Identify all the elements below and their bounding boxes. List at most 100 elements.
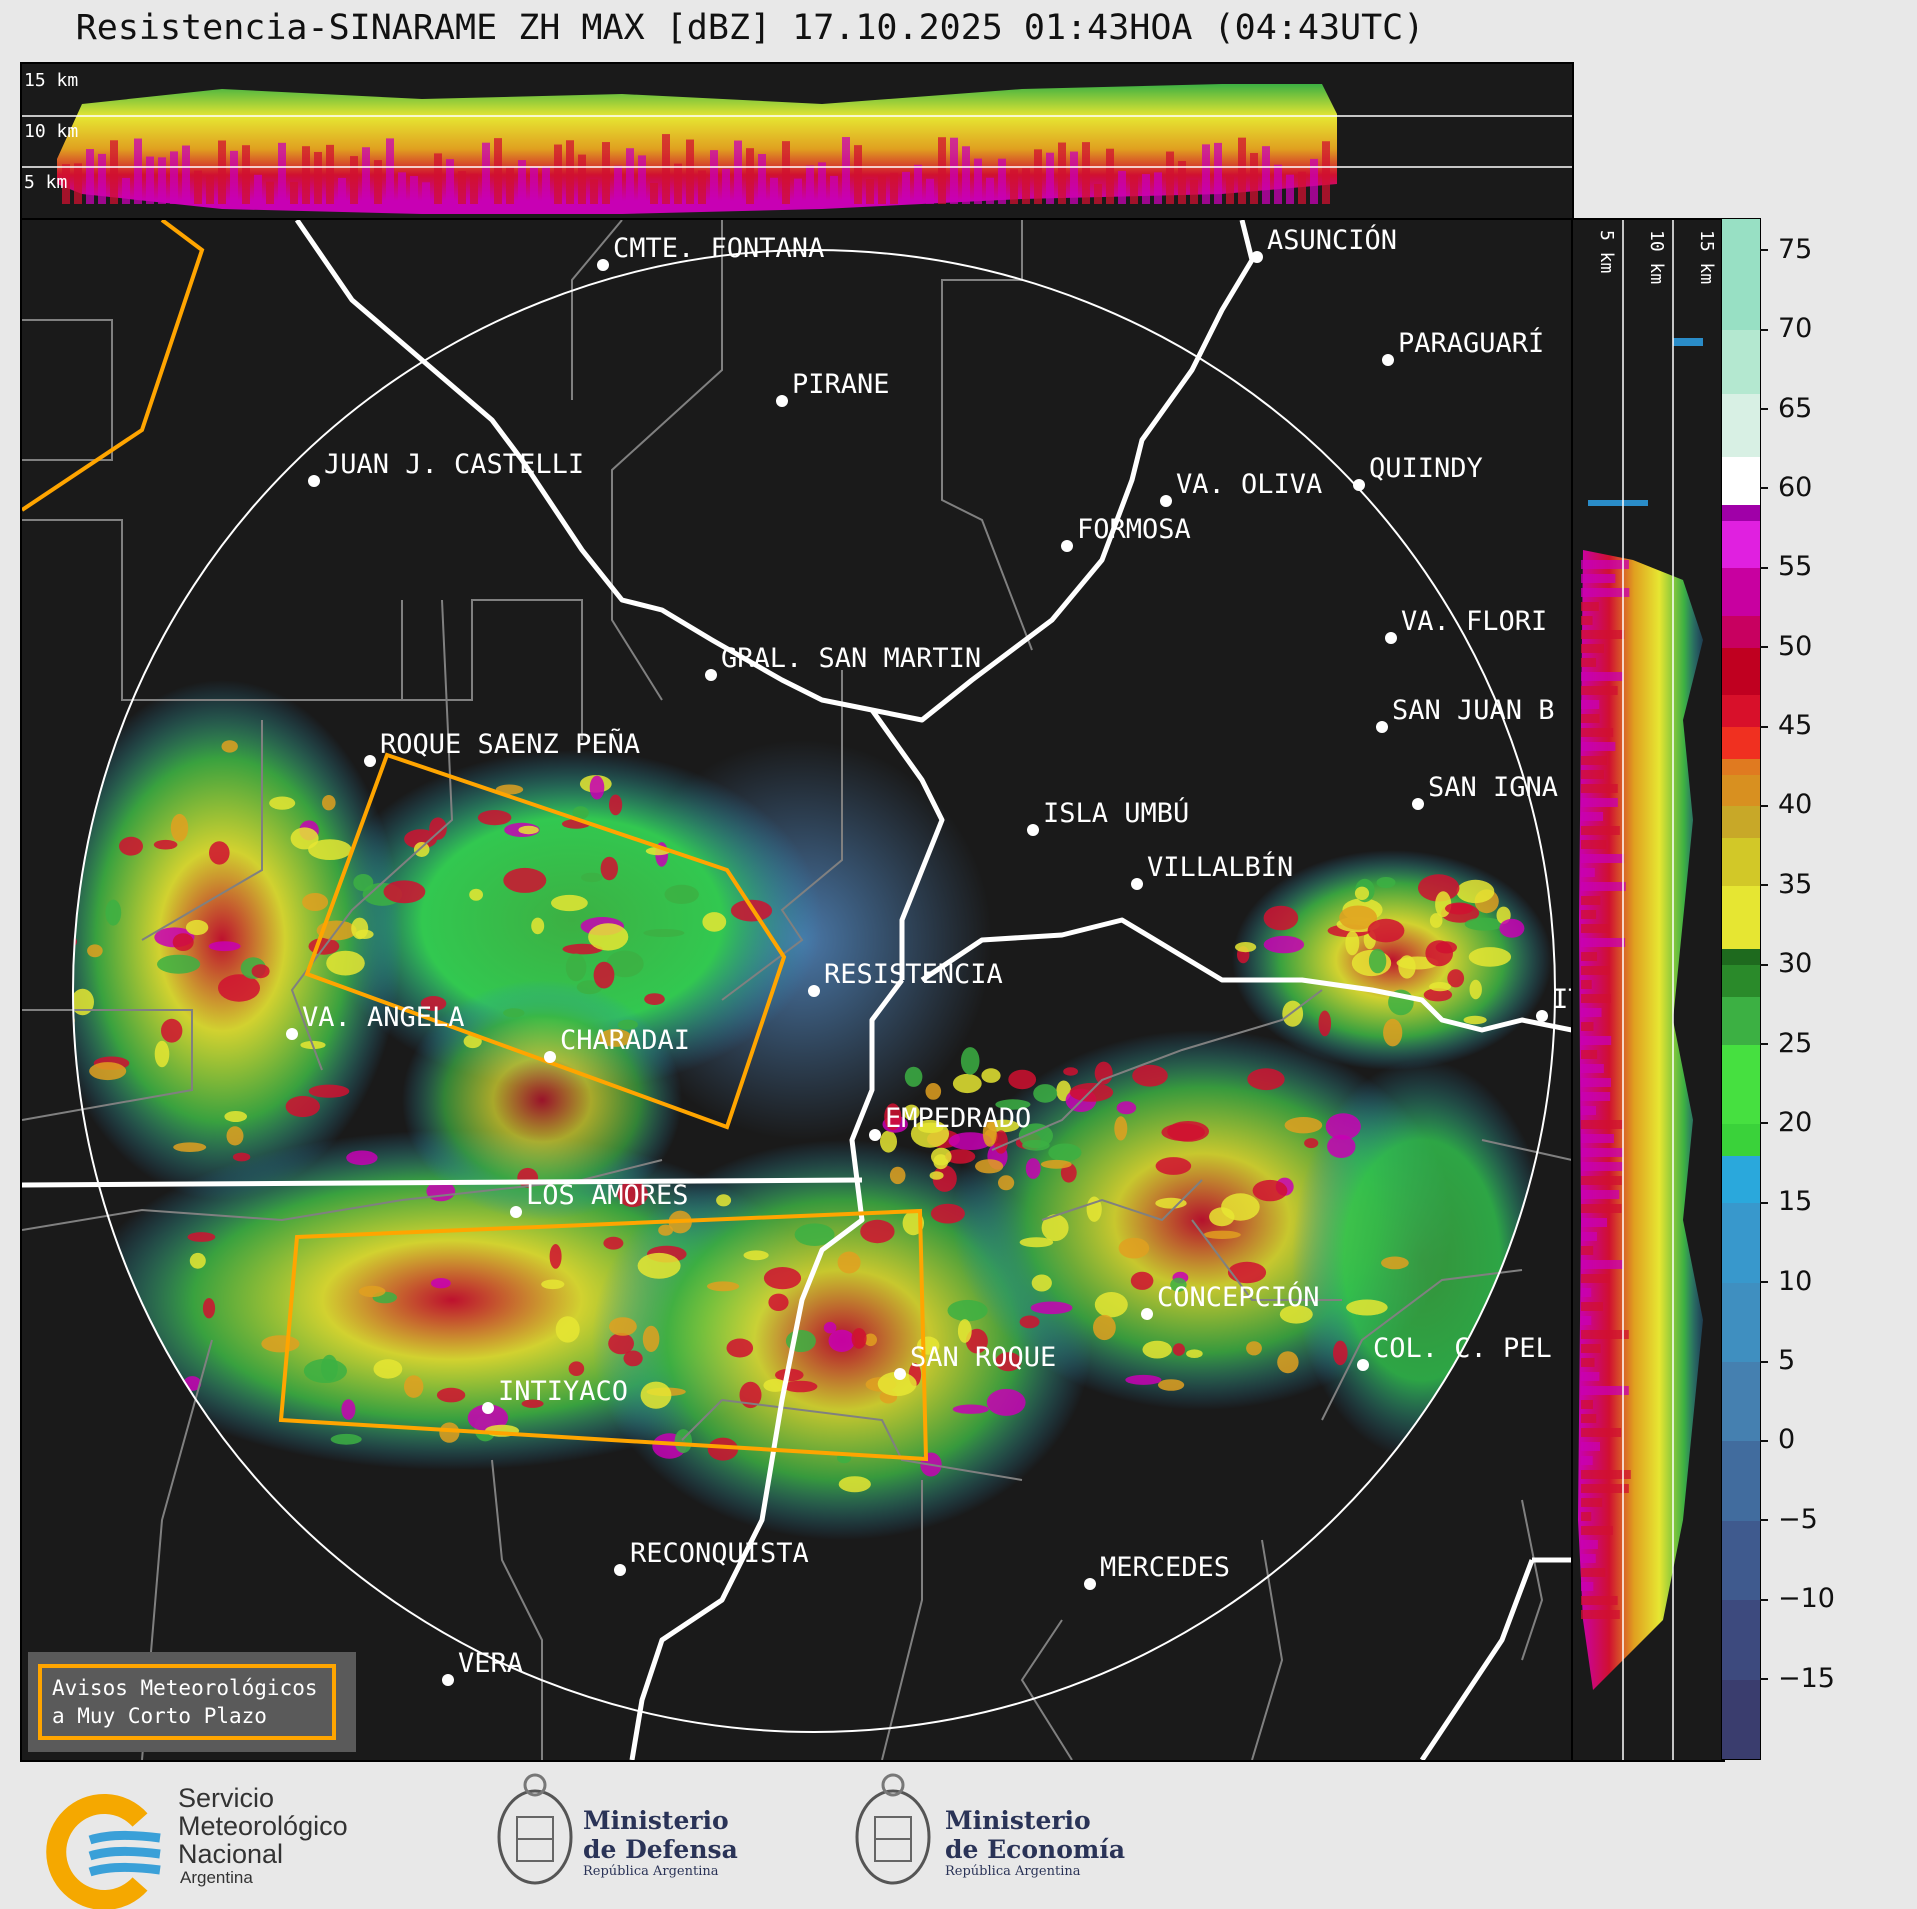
colorbar-segment: [1722, 806, 1760, 839]
profile-row: [1581, 1316, 1592, 1325]
profile-column: [842, 137, 850, 204]
smn-logo-icon: [46, 1794, 161, 1909]
profile-column: [386, 138, 394, 204]
profile-row: [1581, 1428, 1622, 1437]
profile-row: [1581, 742, 1616, 751]
echo-cell: [608, 1332, 634, 1355]
place-resistencia: RESISTENCIA: [808, 959, 1003, 997]
echo-cell: [957, 1319, 972, 1343]
echo-cell: [187, 1232, 216, 1242]
profile-row: [1581, 1288, 1592, 1297]
echo-cell: [828, 1329, 855, 1353]
top-strip-10km: 10 km: [24, 121, 78, 142]
profile-column: [1106, 148, 1114, 204]
echo-cell: [600, 856, 618, 881]
place-label: ASUNCIÓN: [1267, 224, 1397, 256]
profile-column: [242, 145, 250, 204]
echo-cell: [1368, 948, 1387, 974]
warning-polygons: [278, 752, 929, 1462]
smn-name: Servicio Meteorológico Nacional Argentin…: [178, 1783, 348, 1887]
echo-cell: [1469, 979, 1482, 1000]
profile-row: [1581, 574, 1616, 583]
profile-column: [686, 139, 694, 204]
profile-row: [1581, 980, 1592, 989]
place-it: IT: [1536, 984, 1572, 1022]
profile-column: [158, 157, 166, 204]
echo-cell: [1063, 1067, 1078, 1076]
profile-row: [1581, 1302, 1604, 1311]
place-label: SAN IGNA: [1428, 772, 1558, 803]
profile-column: [1070, 151, 1078, 204]
radar-map[interactable]: CMTE. FONTANA ASUNCIÓN PIRANE PARAGUARÍ JUAN…: [20, 218, 1574, 1762]
echo-cell: [373, 1359, 403, 1379]
colorbar-segment: [1722, 1362, 1760, 1442]
echo-cell: [1263, 905, 1299, 931]
echo-cell: [904, 1066, 923, 1087]
place-dot: [482, 1402, 494, 1414]
profile-column: [1118, 170, 1126, 204]
echo-cell: [541, 1279, 565, 1290]
profile-row: [1581, 1470, 1631, 1479]
profile-row: [1581, 630, 1625, 639]
echo-cell: [153, 839, 178, 850]
echo-cell: [986, 1388, 1026, 1416]
top-height-profile: 15 km 10 km 5 km: [20, 62, 1574, 221]
echo-cell: [658, 1224, 673, 1236]
echo-cell: [209, 841, 230, 865]
profile-column: [926, 178, 934, 204]
echo-cell: [383, 880, 426, 904]
profile-row: [1581, 616, 1593, 625]
profile-column: [662, 134, 670, 204]
profile-row: [1581, 1414, 1597, 1423]
echo-cell: [929, 1171, 944, 1180]
profile-column: [1178, 161, 1186, 204]
warning-polygon-north: [304, 752, 787, 1130]
echo-cell: [1246, 1341, 1262, 1356]
colorbar-segment: [1722, 504, 1760, 521]
place-label: VA. ANGELA: [302, 1002, 465, 1033]
echo-cell: [202, 1298, 216, 1319]
profile-row: [1581, 1274, 1610, 1283]
profile-column: [902, 171, 910, 204]
echo-cell: [1130, 1271, 1154, 1290]
colorbar-tick-label: 50: [1760, 631, 1812, 662]
profile-row: [1581, 1176, 1622, 1185]
echo-cell: [73, 1012, 75, 1029]
echo-cell: [1429, 982, 1452, 992]
defensa-seal-icon: [497, 1773, 573, 1885]
profile-row: [1581, 644, 1605, 653]
profile-row: [1581, 1148, 1624, 1157]
echo-cell: [1161, 1123, 1205, 1141]
profile-row: [1581, 1106, 1596, 1115]
profile-column: [170, 151, 178, 204]
echo-cell: [1277, 1351, 1299, 1374]
echo-cell: [1030, 1301, 1073, 1315]
profile-column: [410, 176, 418, 204]
echo-cell: [598, 1028, 632, 1047]
profile-column: [878, 175, 886, 204]
echo-cell: [1025, 1158, 1041, 1179]
colorbar-tick-label: 30: [1760, 948, 1812, 979]
place-roque-saenz-pe-a: ROQUE SAENZ PEÑA: [364, 728, 640, 767]
profile-column: [1262, 146, 1270, 204]
side-strip-10km: 10 km: [1646, 230, 1667, 284]
place-label: PIRANE: [792, 369, 890, 400]
colorbar-segment: [1722, 1282, 1760, 1362]
echo-cell: [1094, 1292, 1128, 1318]
profile-row: [1581, 854, 1625, 863]
profile-column: [914, 164, 922, 204]
place-mercedes: MERCEDES: [1084, 1552, 1230, 1590]
profile-row: [1581, 1540, 1598, 1549]
profile-column: [614, 165, 622, 204]
place-isla-umb-: ISLA UMBÚ: [1027, 797, 1189, 836]
place-dot: [544, 1051, 556, 1063]
profile-row: [1581, 700, 1600, 709]
echo-cell: [739, 1381, 762, 1409]
economia-name: Ministerio de Economía República Argenti…: [945, 1806, 1126, 1879]
colorbar-segment: [1722, 1520, 1760, 1601]
profile-column: [566, 140, 574, 204]
profile-column: [446, 159, 454, 204]
profile-row: [1581, 1190, 1620, 1199]
echo-cell: [1033, 1084, 1058, 1103]
profile-column: [950, 137, 958, 204]
